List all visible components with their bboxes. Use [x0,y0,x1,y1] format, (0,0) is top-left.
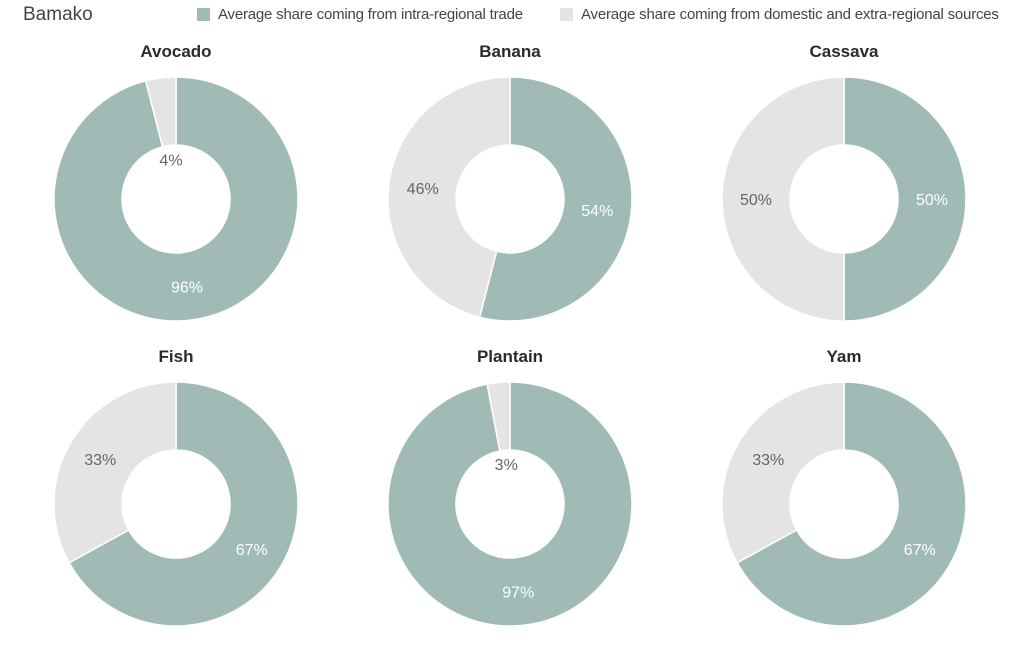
legend-item-intra-regional: Average share coming from intra-regional… [197,6,523,23]
segment-domestic-extra-regional [387,76,511,319]
segment-intra-regional [53,76,299,322]
segment-domestic-extra-regional [144,76,177,148]
legend-label: Average share coming from domestic and e… [581,6,999,23]
segment-domestic-extra-regional-label: 3% [495,457,518,474]
donut-chart-cassava: 50% 50% [721,76,967,322]
segment-intra-regional [68,381,299,627]
chart-title-avocado: Avocado [140,42,212,61]
chart-title-cassava: Cassava [809,42,879,61]
segment-intra-regional-label: 97% [502,585,534,602]
segment-domestic-extra-regional-label: 46% [407,181,439,198]
city-title: Bamako [23,4,93,25]
legend-item-domestic-extra-regional: Average share coming from domestic and e… [560,6,999,23]
legend-swatch-intra-regional-icon [197,8,210,21]
legend-swatch-domestic-extra-regional-icon [560,8,573,21]
chart-title-plantain: Plantain [476,347,544,366]
segment-domestic-extra-regional [721,76,845,322]
segment-intra-regional-label: 67% [904,542,936,559]
donut-chart-banana: 54% 46% [387,76,633,322]
chart-title-fish: Fish [158,347,194,366]
chart-title-banana: Banana [479,42,541,61]
segment-domestic-extra-regional [53,381,177,564]
segment-domestic-extra-regional-label: 33% [84,452,116,469]
segment-intra-regional-label: 50% [916,192,948,209]
segment-intra-regional-label: 54% [581,203,613,220]
segment-domestic-extra-regional [486,381,511,452]
segment-domestic-extra-regional-label: 4% [159,152,182,169]
donut-chart-fish: 67% 33% [53,381,299,627]
segment-intra-regional-label: 96% [171,279,203,296]
segment-intra-regional [736,381,967,627]
segment-domestic-extra-regional-label: 33% [752,452,784,469]
segment-intra-regional [387,381,633,627]
segment-intra-regional [478,76,633,322]
donut-chart-plantain: 97% 3% [387,381,633,627]
donut-chart-yam: 67% 33% [721,381,967,627]
segment-intra-regional [843,76,967,322]
segment-intra-regional-label: 67% [236,542,268,559]
legend-label: Average share coming from intra-regional… [218,6,523,23]
chart-title-yam: Yam [826,347,862,366]
segment-domestic-extra-regional-label: 50% [740,192,772,209]
segment-domestic-extra-regional [721,381,845,564]
donut-chart-avocado: 96% 4% [53,76,299,322]
